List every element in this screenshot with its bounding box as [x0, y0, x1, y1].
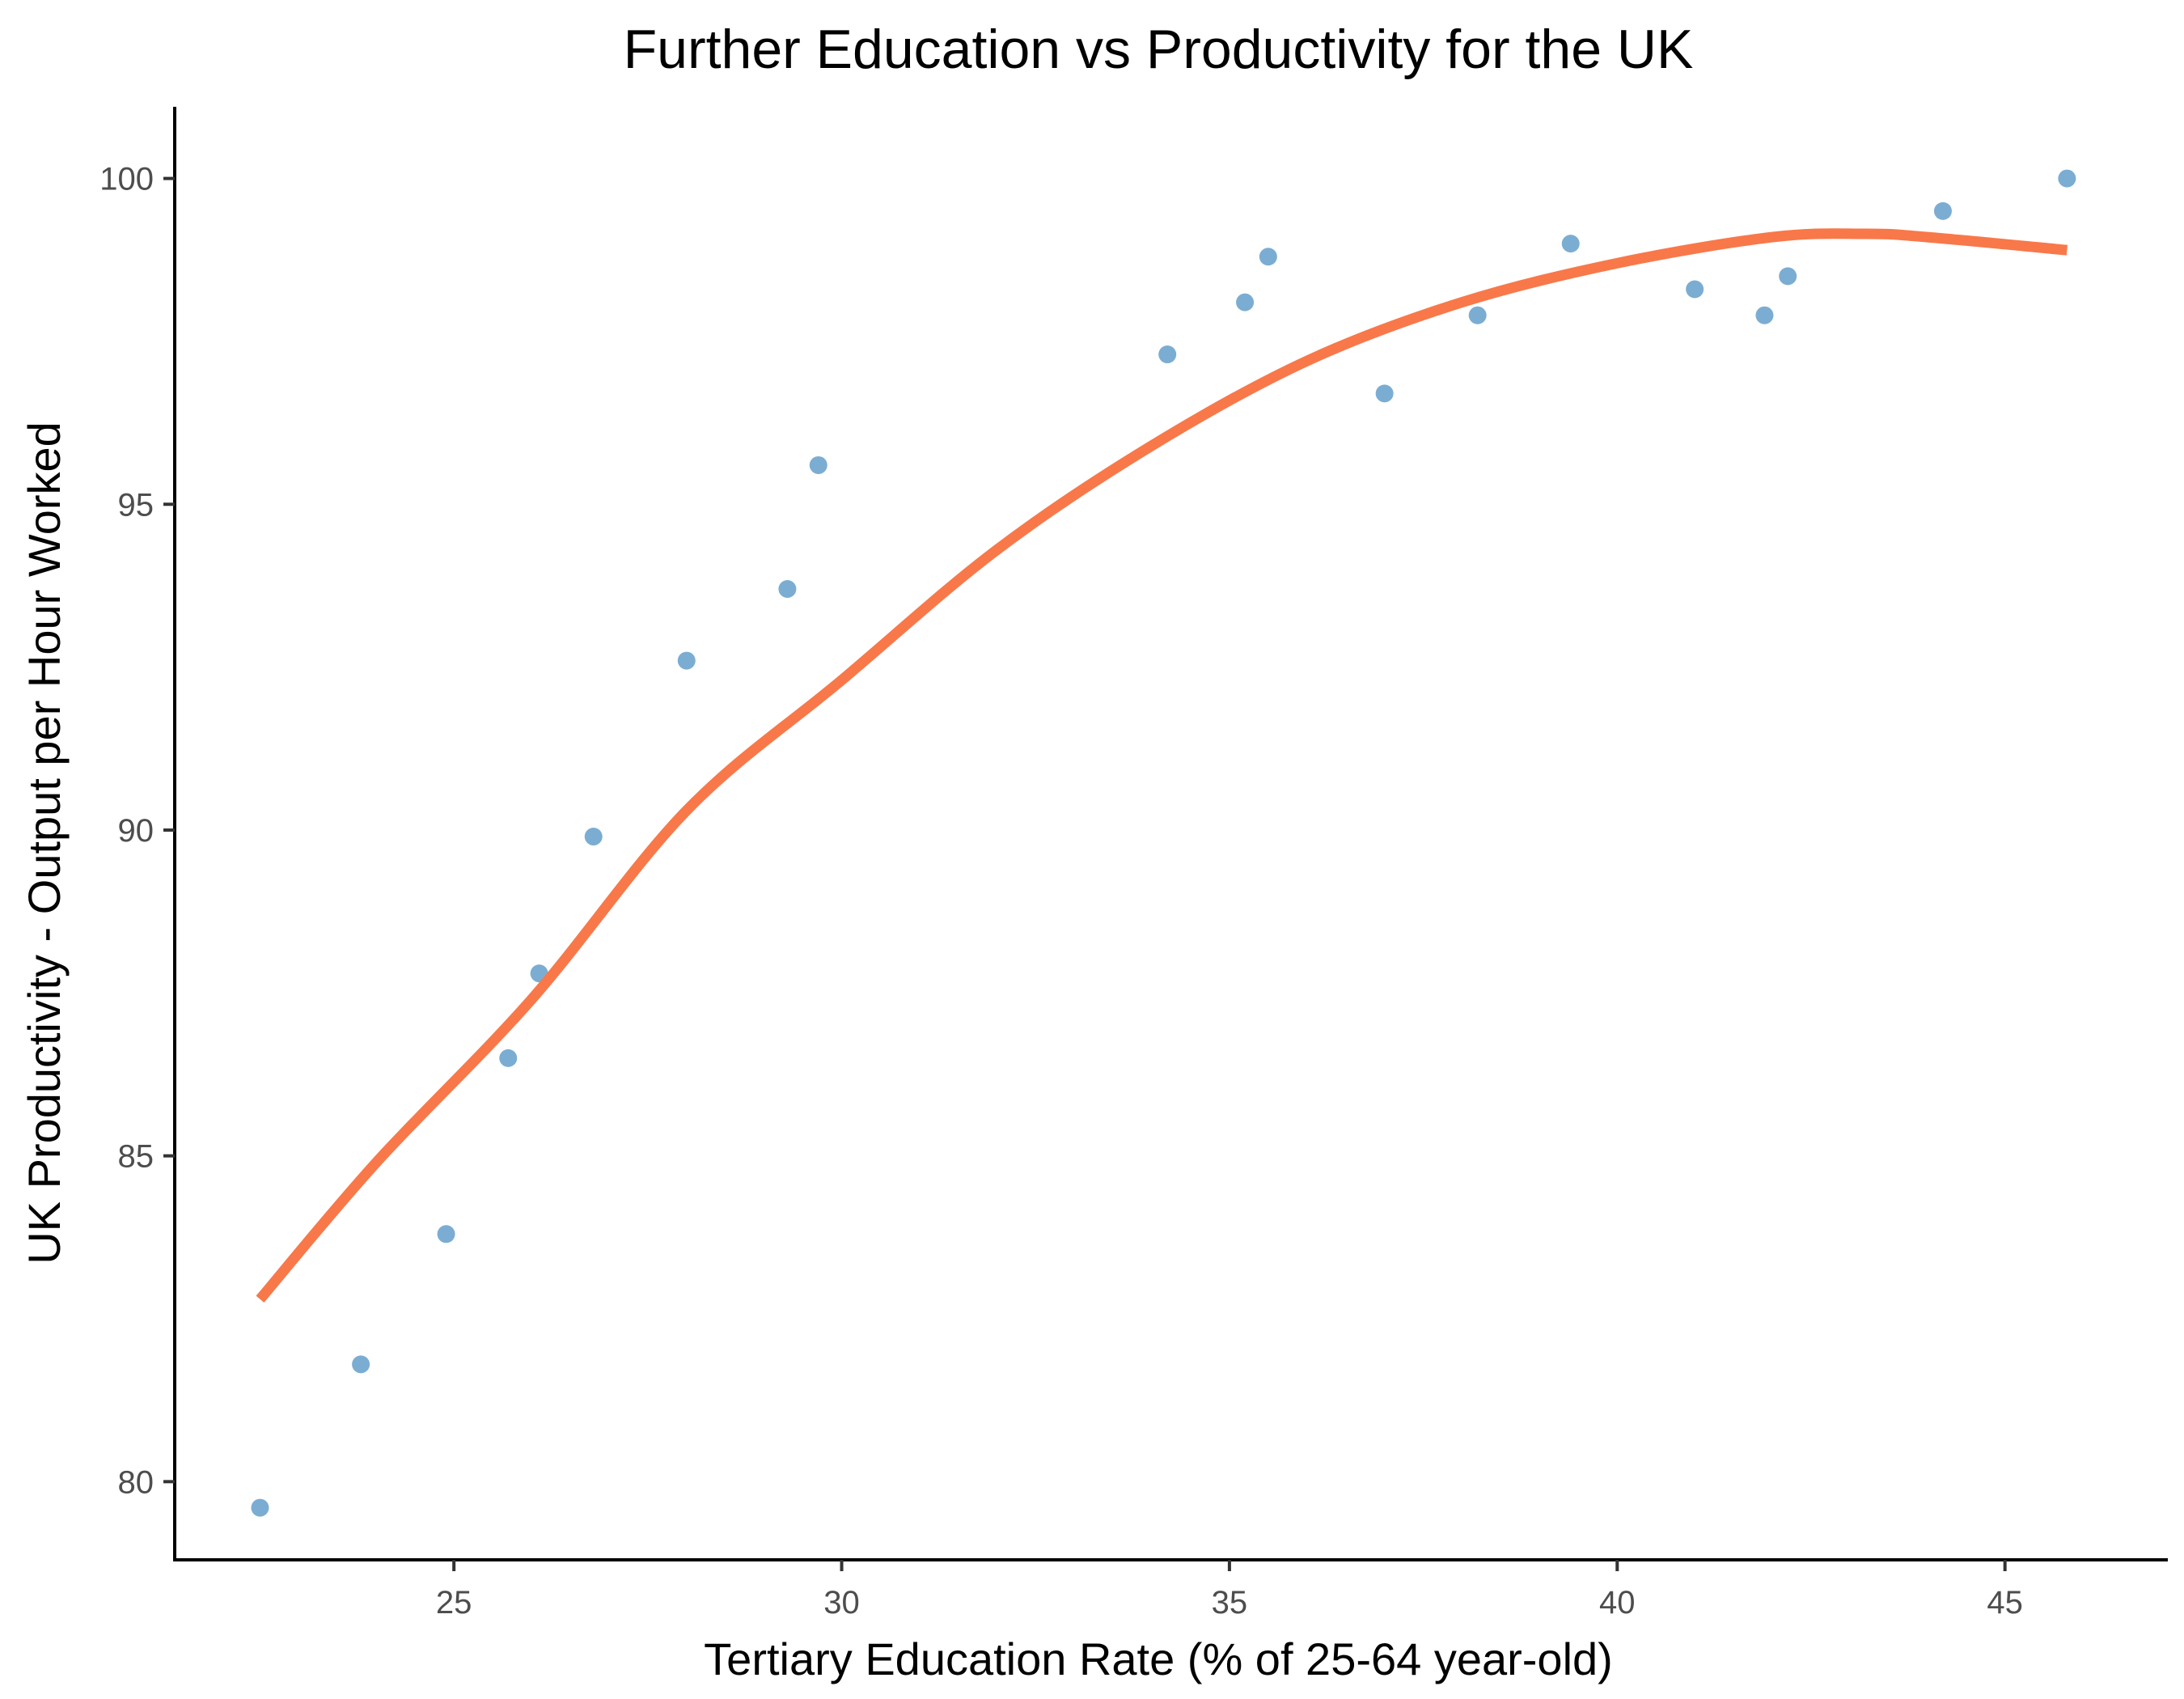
data-point — [1779, 267, 1797, 286]
data-point — [1755, 306, 1774, 324]
x-tick-label: 45 — [1987, 1585, 2023, 1621]
y-tick-label: 85 — [118, 1139, 154, 1175]
data-point — [1375, 384, 1394, 403]
y-axis-title: UK Productivity - Output per Hour Worked — [19, 422, 70, 1265]
data-point — [1933, 201, 1952, 220]
chart-title: Further Education vs Productivity for th… — [624, 19, 1694, 80]
data-point — [1158, 345, 1177, 364]
data-point — [2058, 169, 2076, 188]
x-tick-label: 30 — [823, 1585, 860, 1621]
data-point — [677, 651, 696, 670]
x-tick-label: 25 — [436, 1585, 472, 1621]
x-axis-ticks: 25 30 35 40 45 — [436, 1560, 2023, 1621]
y-axis-ticks: 80 85 90 95 100 — [99, 162, 175, 1500]
data-point — [809, 455, 827, 474]
data-point — [584, 828, 603, 846]
data-point — [1561, 235, 1580, 253]
data-point — [1468, 306, 1487, 324]
data-point — [1236, 293, 1255, 311]
axes — [173, 107, 2168, 1561]
data-point — [251, 1498, 269, 1517]
y-tick-label: 100 — [99, 162, 154, 197]
data-point — [1259, 248, 1277, 266]
data-point — [352, 1355, 370, 1374]
scatter-series — [251, 169, 2076, 1517]
plot-area — [251, 169, 2076, 1517]
data-point — [778, 579, 797, 598]
y-tick-label: 90 — [118, 813, 154, 849]
x-tick-label: 35 — [1212, 1585, 1248, 1621]
data-point — [437, 1225, 455, 1244]
x-tick-label: 40 — [1599, 1585, 1636, 1621]
x-axis-title: Tertiary Education Rate (% of 25-64 year… — [704, 1633, 1613, 1684]
y-tick-label: 80 — [118, 1464, 154, 1500]
data-point — [1686, 280, 1704, 299]
y-tick-label: 95 — [118, 487, 154, 523]
fit-curve — [256, 228, 2068, 1303]
data-point — [499, 1049, 518, 1067]
